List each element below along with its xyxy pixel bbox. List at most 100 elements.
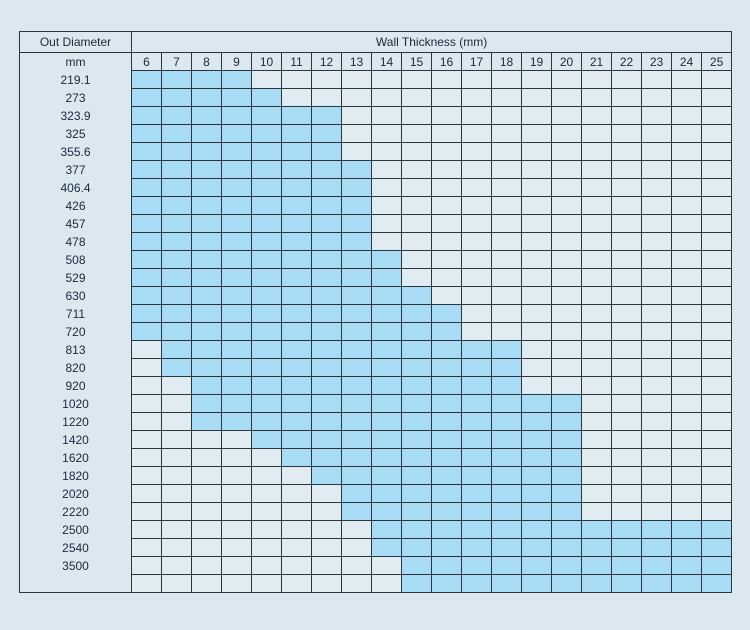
unavailable-cell	[700, 322, 733, 341]
unavailable-cell	[641, 340, 672, 359]
available-cell	[131, 250, 162, 269]
available-cell	[281, 178, 312, 197]
available-cell	[191, 196, 222, 215]
available-cell	[431, 304, 462, 323]
unavailable-cell	[671, 196, 702, 215]
unavailable-cell	[431, 232, 462, 251]
unavailable-cell	[700, 124, 733, 143]
unavailable-cell	[341, 106, 372, 125]
unavailable-cell	[551, 196, 582, 215]
unavailable-cell	[700, 394, 733, 413]
thickness-header: 8	[191, 52, 222, 71]
unavailable-cell	[491, 88, 522, 107]
unavailable-cell	[431, 124, 462, 143]
available-cell	[371, 286, 402, 305]
available-cell	[581, 556, 612, 575]
available-cell	[221, 322, 252, 341]
available-cell	[251, 268, 282, 287]
unavailable-cell	[641, 412, 672, 431]
available-cell	[221, 394, 252, 413]
available-cell	[700, 556, 733, 575]
unavailable-cell	[341, 88, 372, 107]
available-cell	[191, 286, 222, 305]
unavailable-cell	[371, 178, 402, 197]
available-cell	[161, 304, 192, 323]
out-diameter-cell: 355.6	[19, 142, 132, 161]
available-cell	[431, 340, 462, 359]
available-cell	[251, 322, 282, 341]
unavailable-cell	[341, 70, 372, 89]
unavailable-cell	[371, 574, 402, 593]
available-cell	[431, 556, 462, 575]
unavailable-cell	[671, 70, 702, 89]
out-diameter-cell: 1420	[19, 430, 132, 449]
available-cell	[371, 520, 402, 539]
available-cell	[401, 376, 432, 395]
unavailable-cell	[251, 466, 282, 485]
available-cell	[251, 214, 282, 233]
available-cell	[341, 250, 372, 269]
unavailable-cell	[281, 556, 312, 575]
unavailable-cell	[700, 106, 733, 125]
available-cell	[401, 574, 432, 593]
unavailable-cell	[581, 160, 612, 179]
thickness-header: 6	[131, 52, 162, 71]
unavailable-cell	[491, 142, 522, 161]
available-cell	[700, 538, 733, 557]
available-cell	[371, 268, 402, 287]
available-cell	[341, 358, 372, 377]
available-cell	[191, 412, 222, 431]
available-cell	[461, 376, 492, 395]
unavailable-cell	[521, 340, 552, 359]
available-cell	[131, 106, 162, 125]
available-cell	[521, 466, 552, 485]
unavailable-cell	[700, 448, 733, 467]
available-cell	[281, 412, 312, 431]
available-cell	[131, 178, 162, 197]
unavailable-cell	[611, 88, 642, 107]
unavailable-cell	[611, 340, 642, 359]
unavailable-cell	[581, 466, 612, 485]
unavailable-cell	[551, 286, 582, 305]
available-cell	[431, 376, 462, 395]
unavailable-cell	[611, 466, 642, 485]
available-cell	[281, 268, 312, 287]
available-cell	[191, 322, 222, 341]
available-cell	[221, 412, 252, 431]
unavailable-cell	[551, 124, 582, 143]
available-cell	[341, 448, 372, 467]
available-cell	[581, 520, 612, 539]
available-cell	[281, 358, 312, 377]
table-row: 1220	[19, 412, 733, 431]
table-row: 377	[19, 160, 733, 179]
available-cell	[461, 448, 492, 467]
unavailable-cell	[700, 304, 733, 323]
unavailable-cell	[700, 484, 733, 503]
available-cell	[371, 502, 402, 521]
unavailable-cell	[431, 160, 462, 179]
available-cell	[161, 178, 192, 197]
unavailable-cell	[551, 88, 582, 107]
unavailable-cell	[461, 142, 492, 161]
unavailable-cell	[671, 430, 702, 449]
available-cell	[161, 250, 192, 269]
available-cell	[341, 160, 372, 179]
unavailable-cell	[671, 358, 702, 377]
unavailable-cell	[581, 286, 612, 305]
available-cell	[521, 412, 552, 431]
unavailable-cell	[131, 502, 162, 521]
unavailable-cell	[371, 214, 402, 233]
out-diameter-cell: 813	[19, 340, 132, 359]
available-cell	[161, 322, 192, 341]
available-cell	[401, 412, 432, 431]
unavailable-cell	[341, 142, 372, 161]
out-diameter-cell: 478	[19, 232, 132, 251]
available-cell	[281, 322, 312, 341]
table-row: 3500	[19, 556, 733, 575]
available-cell	[221, 88, 252, 107]
available-cell	[311, 394, 342, 413]
unavailable-cell	[461, 250, 492, 269]
unavailable-cell	[281, 466, 312, 485]
unavailable-cell	[191, 430, 222, 449]
out-diameter-cell: 406.4	[19, 178, 132, 197]
